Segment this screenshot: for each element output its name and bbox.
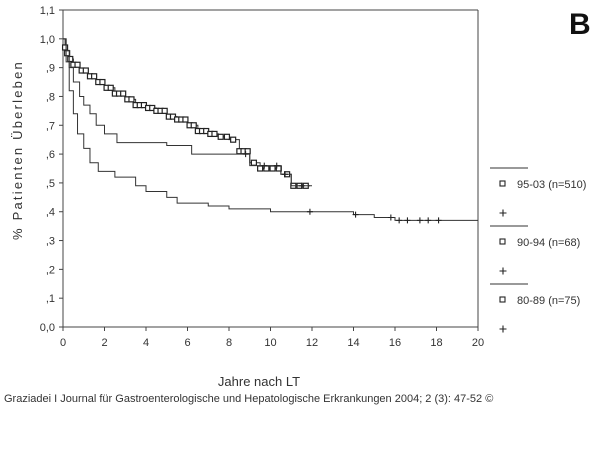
series-1-censor-1 bbox=[261, 162, 268, 169]
legend-plus-1 bbox=[499, 267, 507, 275]
series-2-censor-1 bbox=[352, 211, 359, 218]
series-0-censor-39 bbox=[223, 133, 231, 140]
axes: 0,0 ,1 ,2 ,3 ,4 ,5 ,6 ,7 ,8 ,9 1,0 1,1 0 2 4 6 8 10 12 14 16… bbox=[40, 5, 484, 349]
citation-text: Graziadei I Journal für Gastroenterologi… bbox=[4, 393, 494, 405]
series-2-censor-4 bbox=[404, 217, 411, 224]
legend-square-2 bbox=[499, 296, 506, 303]
series-0-censor-0 bbox=[61, 44, 69, 51]
y-tick-label-3: ,3 bbox=[46, 236, 55, 248]
series-0-censor-32 bbox=[190, 122, 197, 129]
series-0-censor-17 bbox=[128, 96, 135, 103]
x-tick-label-1: 2 bbox=[101, 337, 107, 349]
x-tick-label-3: 6 bbox=[184, 337, 190, 349]
x-tick-label-6: 12 bbox=[306, 337, 318, 349]
y-tick-label-6: ,6 bbox=[46, 149, 55, 161]
series-2-censor-0 bbox=[306, 208, 313, 215]
series-0-censor-10 bbox=[99, 78, 106, 86]
series-2-censor-6 bbox=[425, 217, 432, 224]
legend-plus-0 bbox=[499, 209, 507, 217]
legend-plus-2 bbox=[499, 325, 507, 333]
legend-label-2: 80-89 (n=75) bbox=[517, 295, 580, 307]
series-0-censor-38 bbox=[217, 133, 224, 140]
x-tick-label-4: 8 bbox=[226, 337, 232, 349]
series-0-censor-2 bbox=[67, 55, 74, 63]
series-2-censor-5 bbox=[416, 217, 423, 224]
series-0-censor-47 bbox=[269, 165, 276, 172]
x-tick-label-9: 18 bbox=[430, 337, 442, 349]
series-2-censor-7 bbox=[435, 217, 442, 224]
legend-label-1: 90-94 (n=68) bbox=[517, 237, 580, 249]
series-2-line bbox=[63, 38, 478, 221]
legend-square-1 bbox=[499, 238, 506, 245]
series-0-censor-15 bbox=[120, 90, 127, 97]
series-0-censor-30 bbox=[182, 116, 189, 123]
series-1-censor-3 bbox=[282, 171, 289, 178]
x-tick-label-5: 10 bbox=[264, 337, 276, 349]
y-tick-label-2: ,2 bbox=[46, 264, 55, 276]
y-tick-label-4: ,4 bbox=[46, 207, 55, 219]
series-0-censor-37 bbox=[211, 130, 218, 138]
y-tick-label-7: ,7 bbox=[46, 120, 55, 132]
series-0-censor-44 bbox=[250, 159, 257, 166]
series-0-line bbox=[63, 38, 310, 187]
series-1-line bbox=[63, 38, 312, 187]
y-tick-label-9: ,9 bbox=[46, 63, 55, 75]
y-tick-label-5: ,5 bbox=[46, 178, 55, 190]
x-tick-label-2: 4 bbox=[143, 337, 149, 349]
series-2-censor-3 bbox=[396, 217, 403, 224]
legend-label-0: 95-03 (n=510) bbox=[517, 179, 586, 191]
y-tick-label-0: 0,0 bbox=[40, 322, 55, 334]
x-tick-label-10: 20 bbox=[472, 337, 484, 349]
y-axis-title: % Patienten Überleben bbox=[10, 60, 25, 240]
series-1-censor-0 bbox=[242, 151, 249, 158]
series-0-censor-25 bbox=[161, 107, 168, 114]
legend: 95-03 (n=510) 90-94 (n=68) 80-89 (n=75) bbox=[490, 167, 586, 333]
plot-area bbox=[61, 38, 478, 224]
series-2-censor-2 bbox=[387, 214, 394, 221]
y-tick-label-11: 1,1 bbox=[40, 5, 55, 17]
y-tick-label-8: ,8 bbox=[46, 91, 55, 103]
series-0-censor-6 bbox=[82, 67, 89, 74]
series-0-censor-4 bbox=[74, 61, 81, 68]
series-1-censor-2 bbox=[273, 162, 280, 169]
y-tick-label-10: 1,0 bbox=[40, 34, 55, 46]
series-0-censor-8 bbox=[91, 73, 98, 80]
series-1-censor-4 bbox=[298, 182, 305, 189]
series-0-censor-40 bbox=[230, 136, 237, 143]
x-tick-label-8: 16 bbox=[389, 337, 401, 349]
x-tick-label-0: 0 bbox=[60, 337, 66, 349]
legend-square-0 bbox=[499, 180, 506, 187]
series-0-censor-12 bbox=[107, 84, 114, 91]
y-tick-label-1: ,1 bbox=[46, 293, 55, 305]
x-tick-label-7: 14 bbox=[347, 337, 359, 349]
panel-label: B bbox=[569, 8, 591, 41]
x-axis-title: Jahre nach LT bbox=[218, 374, 300, 389]
series-0-censor-45 bbox=[257, 165, 264, 172]
